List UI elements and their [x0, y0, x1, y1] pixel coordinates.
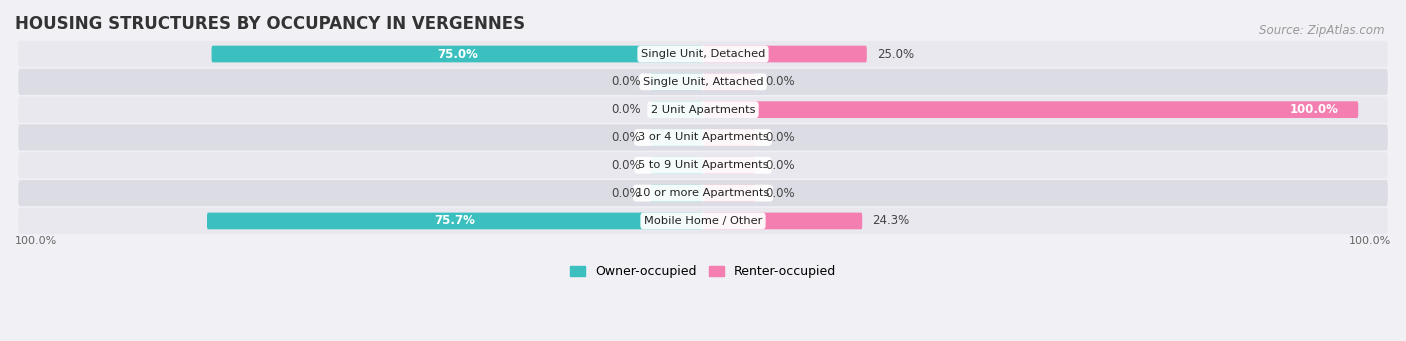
- FancyBboxPatch shape: [18, 69, 1388, 95]
- Text: Single Unit, Detached: Single Unit, Detached: [641, 49, 765, 59]
- FancyBboxPatch shape: [651, 129, 703, 146]
- Text: 0.0%: 0.0%: [612, 187, 641, 199]
- FancyBboxPatch shape: [18, 97, 1388, 123]
- Text: 0.0%: 0.0%: [765, 131, 794, 144]
- Text: 0.0%: 0.0%: [612, 159, 641, 172]
- Text: 75.0%: 75.0%: [437, 47, 478, 60]
- FancyBboxPatch shape: [703, 157, 755, 174]
- FancyBboxPatch shape: [703, 74, 755, 90]
- Text: 0.0%: 0.0%: [765, 187, 794, 199]
- FancyBboxPatch shape: [651, 185, 703, 202]
- Text: Mobile Home / Other: Mobile Home / Other: [644, 216, 762, 226]
- FancyBboxPatch shape: [703, 212, 862, 229]
- Legend: Owner-occupied, Renter-occupied: Owner-occupied, Renter-occupied: [565, 260, 841, 283]
- Text: 3 or 4 Unit Apartments: 3 or 4 Unit Apartments: [638, 133, 768, 143]
- Text: 100.0%: 100.0%: [1348, 236, 1391, 246]
- Text: 0.0%: 0.0%: [765, 75, 794, 88]
- Text: 0.0%: 0.0%: [612, 131, 641, 144]
- Text: 100.0%: 100.0%: [15, 236, 58, 246]
- FancyBboxPatch shape: [703, 46, 868, 62]
- Text: 24.3%: 24.3%: [872, 214, 910, 227]
- FancyBboxPatch shape: [703, 101, 1358, 118]
- Text: Source: ZipAtlas.com: Source: ZipAtlas.com: [1260, 24, 1385, 37]
- Text: 10 or more Apartments: 10 or more Apartments: [637, 188, 769, 198]
- FancyBboxPatch shape: [703, 185, 755, 202]
- FancyBboxPatch shape: [18, 152, 1388, 178]
- FancyBboxPatch shape: [18, 41, 1388, 67]
- FancyBboxPatch shape: [651, 101, 703, 118]
- FancyBboxPatch shape: [18, 180, 1388, 206]
- FancyBboxPatch shape: [207, 212, 703, 229]
- Text: 0.0%: 0.0%: [612, 75, 641, 88]
- Text: 75.7%: 75.7%: [434, 214, 475, 227]
- FancyBboxPatch shape: [211, 46, 703, 62]
- Text: Single Unit, Attached: Single Unit, Attached: [643, 77, 763, 87]
- FancyBboxPatch shape: [703, 129, 755, 146]
- FancyBboxPatch shape: [18, 208, 1388, 234]
- Text: 5 to 9 Unit Apartments: 5 to 9 Unit Apartments: [638, 160, 768, 170]
- Text: 0.0%: 0.0%: [612, 103, 641, 116]
- FancyBboxPatch shape: [651, 74, 703, 90]
- FancyBboxPatch shape: [651, 157, 703, 174]
- FancyBboxPatch shape: [18, 124, 1388, 151]
- Text: 2 Unit Apartments: 2 Unit Apartments: [651, 105, 755, 115]
- Text: HOUSING STRUCTURES BY OCCUPANCY IN VERGENNES: HOUSING STRUCTURES BY OCCUPANCY IN VERGE…: [15, 15, 524, 33]
- Text: 100.0%: 100.0%: [1289, 103, 1339, 116]
- Text: 25.0%: 25.0%: [876, 47, 914, 60]
- Text: 0.0%: 0.0%: [765, 159, 794, 172]
